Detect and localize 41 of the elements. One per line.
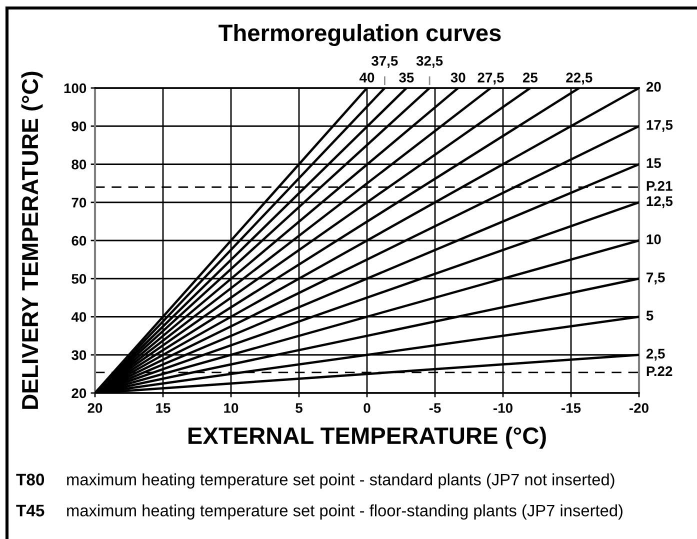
x-tick-label: -20 — [630, 403, 648, 413]
y-tick-label: 60 — [72, 236, 86, 246]
x-tick-label: -15 — [562, 403, 581, 413]
y-tick-label: 40 — [71, 312, 86, 322]
series-label: 2,5 — [646, 348, 665, 361]
y-tick-label: 20 — [72, 388, 86, 398]
series-label: 32,5 — [416, 56, 443, 68]
x-tick-label: 0 — [364, 403, 370, 413]
ref-line-label: P.21 — [646, 181, 672, 191]
series-label: 35 — [399, 72, 414, 82]
series-label: 20 — [646, 82, 661, 92]
series-label: 37,5 — [371, 56, 398, 68]
x-tick-label: -10 — [494, 403, 512, 413]
series-label: 25 — [522, 72, 538, 82]
x-tick-label: 20 — [88, 403, 102, 413]
x-tick-label: 5 — [296, 403, 302, 413]
series-label: 15 — [646, 158, 662, 168]
series-label: 22,5 — [566, 72, 592, 84]
x-axis-title: EXTERNAL TEMPERATURE (°C) — [188, 426, 546, 449]
series-label: 7,5 — [646, 272, 665, 284]
y-tick-label: 30 — [72, 350, 86, 360]
y-tick-label: 50 — [72, 274, 86, 284]
y-tick-label: 90 — [72, 121, 86, 132]
x-tick-label: 10 — [224, 403, 238, 413]
series-label: 10 — [646, 234, 661, 244]
text: T45 maximum heating temperature set point - floor-standing plants (JP7 inserted) — [16, 504, 622, 520]
chart-title: Thermoregulation curves — [218, 24, 501, 46]
y-axis-title: DELIVERY TEMPERATURE (°C) — [21, 72, 43, 409]
ref-line-label: P.22 — [646, 366, 672, 376]
series-label: 40 — [359, 72, 374, 82]
y-tick-label: 100 — [64, 83, 86, 94]
x-tick-label: 15 — [156, 403, 170, 413]
text: T80 maximum heating temperature set point - standard plants (JP7 not inserted) — [16, 473, 614, 489]
series-label: 17,5 — [646, 120, 673, 132]
y-tick-label: 80 — [72, 160, 86, 170]
series-label: 27,5 — [478, 72, 504, 84]
x-tick-label: -5 — [429, 403, 441, 413]
series-label: 5 — [646, 310, 654, 320]
y-tick-label: 70 — [72, 198, 86, 208]
series-label: 12,5 — [646, 196, 673, 208]
series-label: 30 — [450, 72, 466, 82]
